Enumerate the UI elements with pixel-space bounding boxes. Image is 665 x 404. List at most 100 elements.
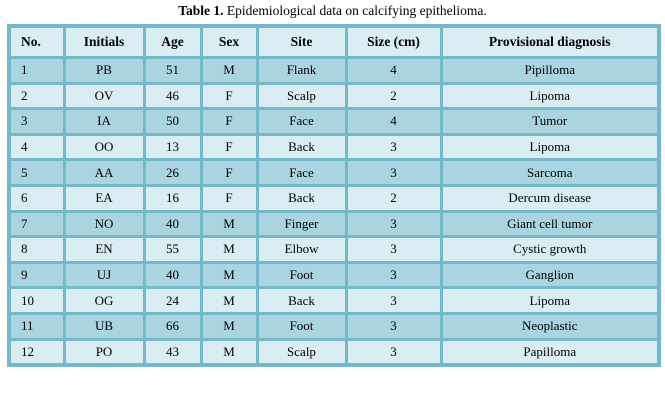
table-row: 9 UJ 40 M Foot 3 Ganglion: [7, 260, 661, 290]
table-cell: Pipilloma: [439, 56, 661, 85]
table-cell: Papilloma: [439, 337, 661, 367]
table-cell: Finger: [255, 209, 348, 239]
table-row: 1 PB 51 M Flank 4 Pipilloma: [7, 56, 661, 85]
table-cell: Scalp: [255, 337, 348, 367]
table-row: 3 IA 50 F Face 4 Tumor: [7, 107, 661, 136]
table-cell: 43: [142, 337, 203, 367]
column-header: Sex: [199, 24, 259, 59]
table-row: 7 NO 40 M Finger 3 Giant cell tumor: [7, 209, 661, 239]
table-cell: F: [199, 81, 259, 111]
table-cell: F: [199, 183, 259, 213]
table-cell: Foot: [255, 260, 348, 290]
table-cell: 2: [7, 81, 66, 111]
table-cell: 11: [7, 311, 66, 341]
table-cell: 46: [142, 81, 203, 111]
table-cell: Back: [255, 183, 348, 213]
table-row: 11 UB 66 M Foot 3 Neoplastic: [7, 311, 661, 341]
table-row: 2 OV 46 F Scalp 2 Lipoma: [7, 81, 661, 111]
table-cell: NO: [62, 209, 146, 239]
column-header: Age: [142, 24, 203, 59]
table-cell: Ganglion: [439, 260, 661, 290]
table-cell: M: [199, 311, 259, 341]
table-cell: AA: [62, 158, 146, 187]
table-cell: Sarcoma: [439, 158, 661, 187]
table-cell: F: [199, 158, 259, 187]
column-header: Provisional diagnosis: [439, 24, 661, 59]
table-cell: 16: [142, 183, 203, 213]
table-cell: M: [199, 337, 259, 367]
table-cell: Lipoma: [439, 132, 661, 162]
table-cell: Back: [255, 286, 348, 315]
table-caption-text: Epidemiological data on calcifying epith…: [223, 3, 487, 18]
table-cell: F: [199, 107, 259, 136]
table-cell: 12: [7, 337, 66, 367]
table-cell: 2: [344, 183, 443, 213]
table-cell: 4: [7, 132, 66, 162]
table-row: 6 EA 16 F Back 2 Dercum disease: [7, 183, 661, 213]
column-header: Initials: [62, 24, 146, 59]
column-header: No.: [7, 24, 66, 59]
table-cell: EN: [62, 235, 146, 264]
table-cell: 10: [7, 286, 66, 315]
table-cell: PO: [62, 337, 146, 367]
header-row: No. Initials Age Sex Site Size (cm) Provisiona…: [7, 24, 661, 59]
table-cell: 55: [142, 235, 203, 264]
table-cell: 7: [7, 209, 66, 239]
table-cell: 9: [7, 260, 66, 290]
table-row: 5 AA 26 F Face 3 Sarcoma: [7, 158, 661, 187]
table-cell: M: [199, 235, 259, 264]
table-row: 10 OG 24 M Back 3 Lipoma: [7, 286, 661, 315]
table-cell: Elbow: [255, 235, 348, 264]
table-cell: 40: [142, 209, 203, 239]
table-cell: Back: [255, 132, 348, 162]
table-cell: 24: [142, 286, 203, 315]
table-cell: 40: [142, 260, 203, 290]
table-cell: 50: [142, 107, 203, 136]
table-cell: Dercum disease: [439, 183, 661, 213]
table-cell: Lipoma: [439, 286, 661, 315]
table-cell: 3: [344, 286, 443, 315]
table-cell: 51: [142, 56, 203, 85]
table-cell: M: [199, 209, 259, 239]
table-cell: 66: [142, 311, 203, 341]
table-row: 4 OO 13 F Back 3 Lipoma: [7, 132, 661, 162]
table-cell: PB: [62, 56, 146, 85]
table-cell: Neoplastic: [439, 311, 661, 341]
column-header: Site: [255, 24, 348, 59]
table-cell: Face: [255, 158, 348, 187]
table-cell: OO: [62, 132, 146, 162]
table-cell: 3: [344, 209, 443, 239]
table-cell: 4: [344, 56, 443, 85]
table-cell: 26: [142, 158, 203, 187]
table-cell: 3: [344, 158, 443, 187]
table-cell: M: [199, 56, 259, 85]
table-cell: 5: [7, 158, 66, 187]
table-cell: Scalp: [255, 81, 348, 111]
table-cell: 1: [7, 56, 66, 85]
table-row: 12 PO 43 M Scalp 3 Papilloma: [7, 337, 661, 367]
table-cell: 13: [142, 132, 203, 162]
table-cell: 6: [7, 183, 66, 213]
table-cell: IA: [62, 107, 146, 136]
table-cell: Lipoma: [439, 81, 661, 111]
table-cell: OG: [62, 286, 146, 315]
table-cell: Flank: [255, 56, 348, 85]
table-body: 1 PB 51 M Flank 4 Pipilloma 2 OV 46 F Scalp 2 Lipoma 3…: [7, 56, 661, 367]
table-cell: Foot: [255, 311, 348, 341]
table-row: 8 EN 55 M Elbow 3 Cystic growth: [7, 235, 661, 264]
table-cell: M: [199, 286, 259, 315]
table-cell: Face: [255, 107, 348, 136]
column-header: Size (cm): [344, 24, 443, 59]
table-caption: Table 1. Epidemiological data on calcify…: [0, 1, 665, 20]
table-cell: 3: [344, 235, 443, 264]
table-cell: 3: [344, 311, 443, 341]
epidemiological-data-table: No. Initials Age Sex Site Size (cm) Provisiona…: [7, 24, 661, 368]
table-cell: Giant cell tumor: [439, 209, 661, 239]
table-cell: 3: [344, 260, 443, 290]
table-cell: Cystic growth: [439, 235, 661, 264]
table-cell: 8: [7, 235, 66, 264]
table-cell: Tumor: [439, 107, 661, 136]
table-caption-label: Table 1.: [178, 3, 224, 18]
table-cell: UB: [62, 311, 146, 341]
table-cell: UJ: [62, 260, 146, 290]
